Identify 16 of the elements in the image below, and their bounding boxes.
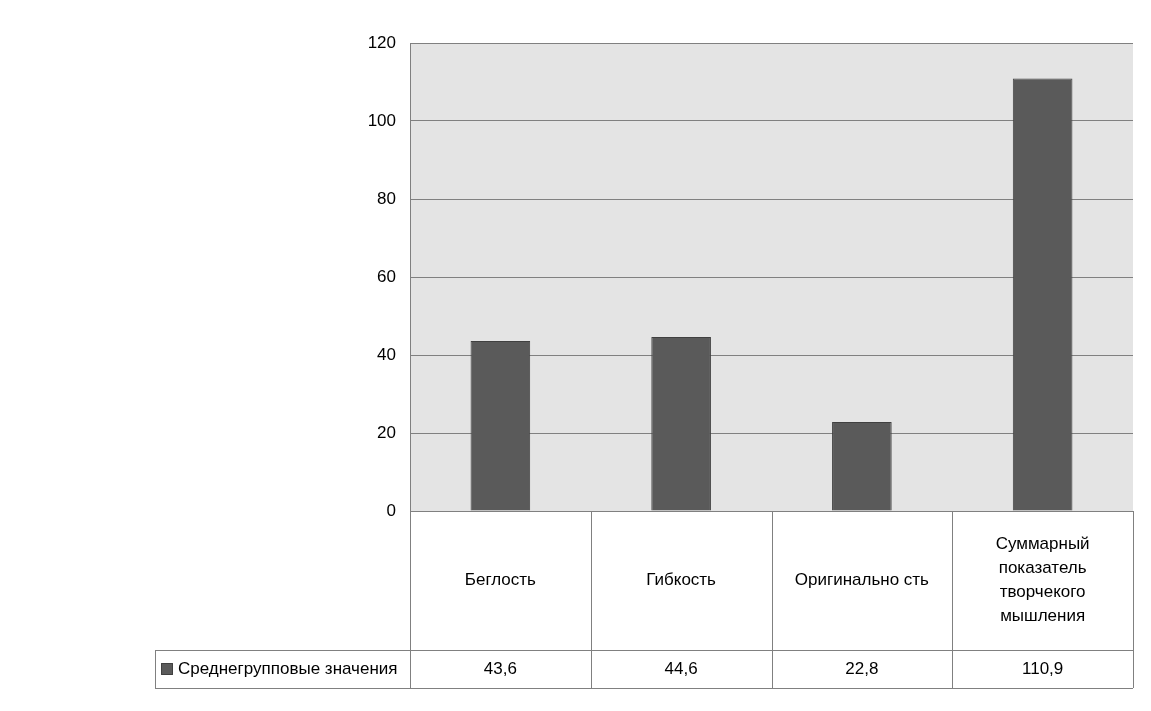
data-label: 110,9 [1021, 658, 1064, 678]
x-tick-label: Беглость [464, 570, 537, 590]
data-label: 43,6 [483, 658, 517, 678]
y-tick-label: 80 [377, 188, 396, 208]
x-tick-label: Суммарный показатель творчекого мышления [995, 534, 1090, 626]
data-label: 22,8 [845, 658, 879, 678]
y-tick-label: 100 [367, 110, 396, 130]
y-tick-label: 40 [377, 344, 396, 364]
y-tick-label: 0 [386, 500, 396, 520]
y-tick-label: 60 [377, 266, 396, 286]
x-tick-label: Оригинально сть [794, 570, 930, 590]
data-label: 44,6 [664, 658, 698, 678]
x-tick-label: Гибкость [646, 570, 717, 590]
y-tick-label: 20 [377, 422, 396, 442]
legend-label: Среднегрупповые значения [178, 658, 398, 678]
y-tick-label: 120 [367, 32, 396, 52]
